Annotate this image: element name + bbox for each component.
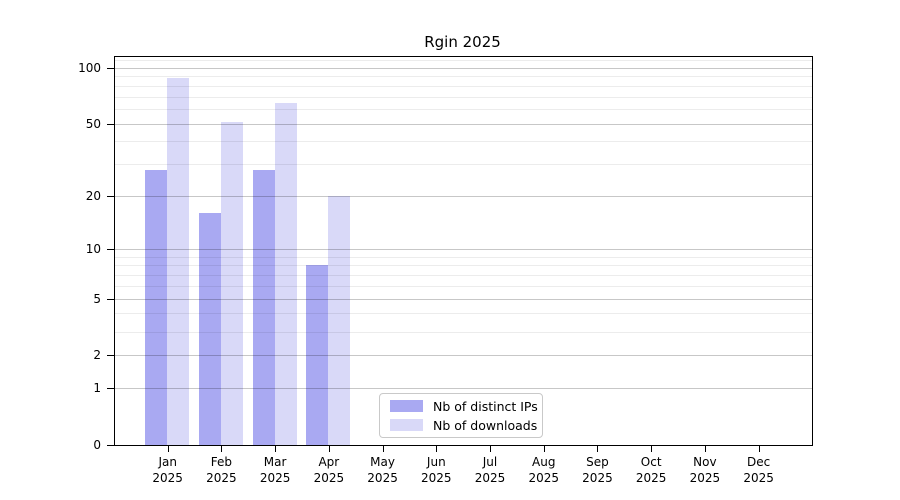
bar-distinct-ips — [198, 213, 221, 445]
y-tick-label: 100 — [78, 60, 101, 75]
bar-distinct-ips — [306, 265, 329, 445]
minor-gridline — [115, 96, 812, 98]
x-tick-mark — [167, 446, 169, 452]
x-tick-mark — [704, 446, 706, 452]
minor-gridline — [115, 265, 812, 267]
x-tick-label: Mar 2025 — [259, 455, 291, 485]
y-tick-label: 20 — [85, 189, 101, 204]
x-tick-label: May 2025 — [367, 455, 398, 485]
legend-item-downloads: Nb of downloads — [390, 418, 537, 433]
minor-gridline — [115, 76, 812, 78]
x-tick-mark — [436, 446, 438, 452]
major-gridline — [115, 249, 812, 250]
x-tick-label: Jan 2025 — [152, 455, 183, 485]
y-tick-label: 2 — [93, 348, 101, 363]
bar-downloads — [328, 196, 351, 445]
x-tick-label: Jun 2025 — [421, 455, 452, 485]
y-tick-label: 5 — [93, 291, 101, 306]
minor-gridline — [115, 141, 812, 143]
x-tick-mark — [275, 446, 277, 452]
x-tick-label: Apr 2025 — [313, 455, 345, 485]
y-tick-mark — [107, 249, 114, 250]
minor-gridline — [115, 60, 812, 62]
bar-downloads — [220, 122, 243, 445]
major-gridline — [115, 355, 812, 357]
major-gridline — [115, 388, 812, 390]
y-tick-mark — [107, 196, 114, 198]
x-tick-mark — [597, 446, 599, 452]
x-tick-label: Aug 2025 — [528, 455, 559, 485]
minor-gridline — [115, 285, 812, 287]
major-gridline — [115, 67, 812, 69]
major-gridline — [115, 123, 812, 125]
plot-area: Nb of distinct IPs Nb of downloads 100 50… — [78, 56, 813, 485]
bar-downloads — [167, 78, 190, 445]
legend-label-distinct-ips: Nb of distinct IPs — [433, 398, 538, 414]
bar-distinct-ips — [145, 169, 168, 445]
minor-gridline — [115, 275, 812, 277]
minor-gridline — [115, 313, 812, 315]
legend: Nb of distinct IPs Nb of downloads — [379, 393, 543, 438]
y-tick-mark — [107, 67, 114, 69]
x-tick-mark — [328, 446, 330, 452]
x-tick-label: Sep 2025 — [582, 455, 613, 485]
bar-downloads — [274, 102, 297, 445]
legend-swatch-downloads-icon — [390, 419, 423, 431]
x-tick-mark — [382, 446, 384, 452]
y-tick-mark — [107, 388, 114, 390]
legend-swatch-distinct-ips-icon — [390, 400, 423, 412]
x-tick-mark — [543, 446, 545, 452]
y-tick-mark — [107, 123, 114, 125]
y-tick-mark — [107, 445, 114, 446]
minor-gridline — [115, 331, 812, 333]
x-tick-mark — [651, 446, 653, 452]
x-tick-label: Oct 2025 — [635, 455, 667, 485]
minor-gridline — [115, 109, 812, 110]
y-tick-label: 1 — [93, 381, 101, 396]
y-tick-label: 10 — [85, 242, 101, 256]
y-tick-label: 50 — [85, 116, 101, 131]
minor-gridline — [115, 256, 812, 258]
minor-gridline — [115, 85, 812, 87]
legend-item-distinct-ips: Nb of distinct IPs — [390, 399, 538, 414]
y-tick-label: 0 — [93, 438, 101, 452]
major-gridline — [115, 196, 812, 198]
major-gridline — [115, 298, 812, 300]
x-tick-label: Dec 2025 — [743, 455, 774, 485]
x-tick-label: Jul 2025 — [474, 455, 506, 485]
x-tick-mark — [490, 446, 492, 452]
legend-label-downloads: Nb of downloads — [433, 417, 538, 433]
y-tick-mark — [107, 355, 114, 357]
x-tick-mark — [221, 446, 223, 452]
x-tick-label: Feb 2025 — [206, 455, 237, 485]
bar-distinct-ips — [252, 169, 275, 445]
x-tick-mark — [758, 446, 760, 452]
y-tick-mark — [107, 298, 114, 300]
x-tick-label: Nov 2025 — [689, 455, 721, 485]
minor-gridline — [115, 164, 812, 166]
chart-title: Rgin 2025 — [424, 33, 501, 51]
